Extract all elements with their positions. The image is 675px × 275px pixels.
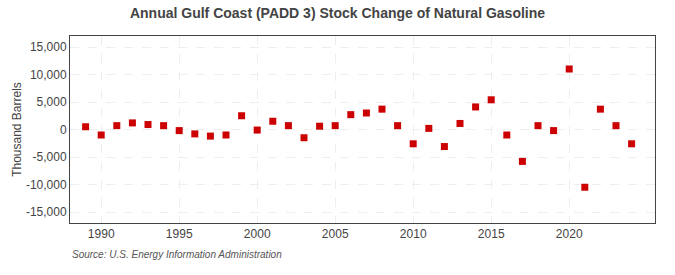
svg-text:2020: 2020 [556, 227, 583, 241]
svg-text:Annual Gulf Coast (PADD 3) Sto: Annual Gulf Coast (PADD 3) Stock Change … [130, 5, 545, 21]
svg-text:2000: 2000 [244, 227, 271, 241]
svg-text:2010: 2010 [400, 227, 427, 241]
svg-text:-15,000: -15,000 [26, 205, 67, 219]
svg-text:-10,000: -10,000 [26, 178, 67, 192]
svg-text:10,000: 10,000 [30, 68, 67, 82]
svg-text:Source: U.S. Energy Informatio: Source: U.S. Energy Information Administ… [72, 249, 282, 260]
svg-text:15,000: 15,000 [30, 40, 67, 54]
svg-text:0: 0 [60, 123, 67, 137]
svg-text:2015: 2015 [478, 227, 505, 241]
svg-text:1995: 1995 [166, 227, 193, 241]
svg-text:2005: 2005 [322, 227, 349, 241]
svg-text:5,000: 5,000 [37, 95, 67, 109]
svg-text:Thousand Barrels: Thousand Barrels [10, 82, 24, 177]
svg-text:-5,000: -5,000 [33, 150, 67, 164]
svg-text:1990: 1990 [88, 227, 115, 241]
